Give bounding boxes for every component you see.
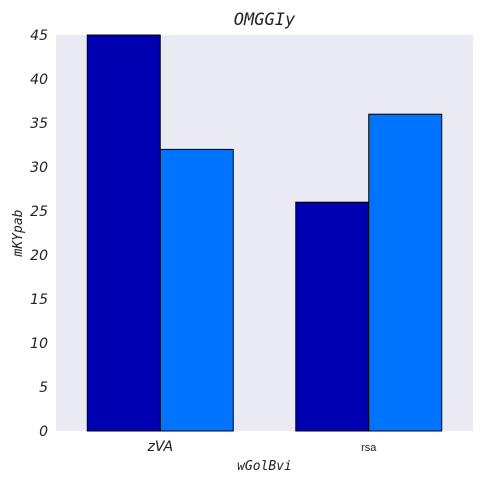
x-tick-label-rsa: rsa [361, 442, 377, 454]
y-tick-label-45: 45 [30, 28, 48, 44]
y-ticks-group: 0 5 10 15 20 25 30 35 40 45 [30, 28, 48, 440]
y-tick-label-20: 20 [30, 248, 48, 264]
y-tick-label-25: 25 [30, 204, 48, 220]
x-axis-label: wGolBvi [237, 459, 292, 474]
bar-zVA-series-2 [159, 148, 234, 432]
y-axis-label: mKYpab [11, 209, 26, 257]
chart-title: OMGGIy [234, 10, 296, 30]
bar-rsa-series-1 [295, 201, 370, 432]
x-tick-label-zVA: zVA [146, 439, 173, 455]
bars-group [86, 34, 443, 432]
bar-rsa-series-2 [368, 113, 443, 432]
y-tick-label-40: 40 [30, 72, 48, 88]
y-tick-label-15: 15 [30, 292, 48, 308]
bar-zVA-series-1 [86, 34, 161, 432]
y-tick-label-0: 0 [39, 424, 48, 440]
y-tick-label-5: 5 [39, 380, 48, 396]
y-tick-label-30: 30 [30, 160, 48, 176]
y-tick-label-35: 35 [30, 116, 48, 132]
y-tick-label-10: 10 [30, 336, 48, 352]
x-ticks-group: zVA rsa [146, 439, 377, 455]
